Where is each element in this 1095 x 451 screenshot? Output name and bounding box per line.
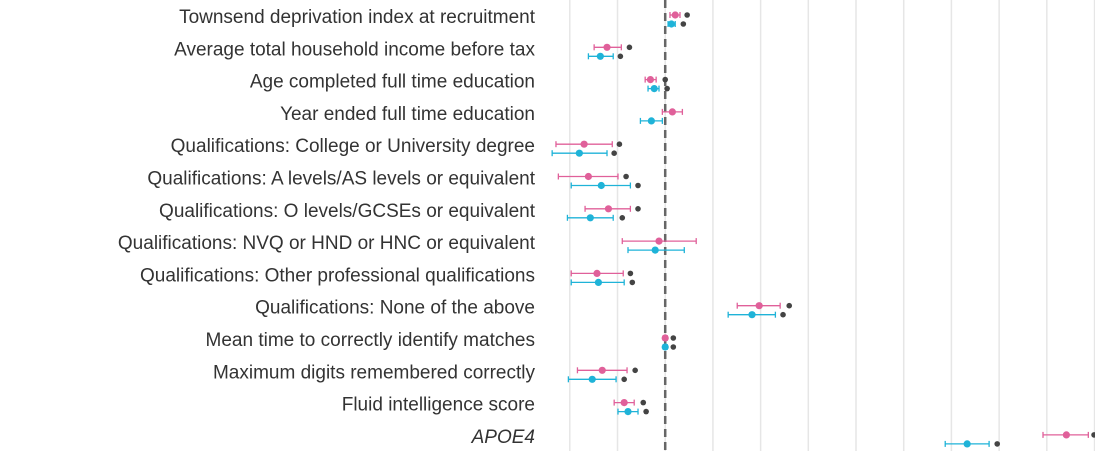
point [1091,432,1095,438]
point [596,52,604,60]
point [664,85,670,92]
category-label: Qualifications: College or University de… [171,136,535,157]
point [619,215,626,221]
category-label: Average total household income before ta… [174,39,535,60]
point [593,269,601,277]
point [661,334,669,342]
point [671,11,679,19]
point [684,12,690,18]
point [629,279,636,286]
category-label: Mean time to correctly identify matches [206,330,535,351]
point [635,206,641,212]
point [598,366,606,374]
point [603,43,611,51]
point [580,140,588,148]
point [611,150,617,156]
category-label: Maximum digits remembered correctly [213,362,536,383]
point [755,302,763,310]
point [620,399,628,407]
point [640,399,647,406]
point [597,181,605,190]
point [584,172,593,181]
point [575,149,583,157]
point [624,408,632,416]
category-label: APOE4 [471,427,535,448]
point [1062,431,1070,439]
category-label: Qualifications: NVQ or HND or HNC or equ… [118,233,536,254]
category-label: Age completed full time education [250,72,535,93]
point [994,441,1001,447]
point [623,173,629,180]
point [635,182,641,189]
point [670,344,677,350]
point [780,311,786,318]
point [667,20,676,28]
point [748,311,756,319]
point [680,21,687,27]
category-label: Qualifications: O levels/GCSEs or equiva… [159,201,536,222]
category-label: Townsend deprivation index at recruitmen… [179,7,536,28]
category-label: Qualifications: Other professional quali… [140,265,535,286]
point [650,85,658,93]
point [655,237,663,245]
point [786,302,793,309]
point [627,270,634,277]
point [632,367,638,374]
point [646,76,655,84]
point [594,278,603,286]
point [963,440,971,448]
point [621,376,627,383]
point [588,375,596,383]
category-label: Qualifications: None of the above [255,298,535,319]
point [651,246,659,254]
point [586,214,594,222]
point [617,53,624,60]
category-label: Year ended full time education [280,104,535,125]
point [643,408,649,415]
category-label: Qualifications: A levels/AS levels or eq… [147,169,535,190]
point [670,335,677,341]
point [668,108,676,116]
point [661,343,669,351]
point [647,117,655,125]
category-label: Fluid intelligence score [342,395,535,416]
point [616,141,623,147]
point [604,205,613,213]
point [662,76,669,83]
point [626,44,633,51]
